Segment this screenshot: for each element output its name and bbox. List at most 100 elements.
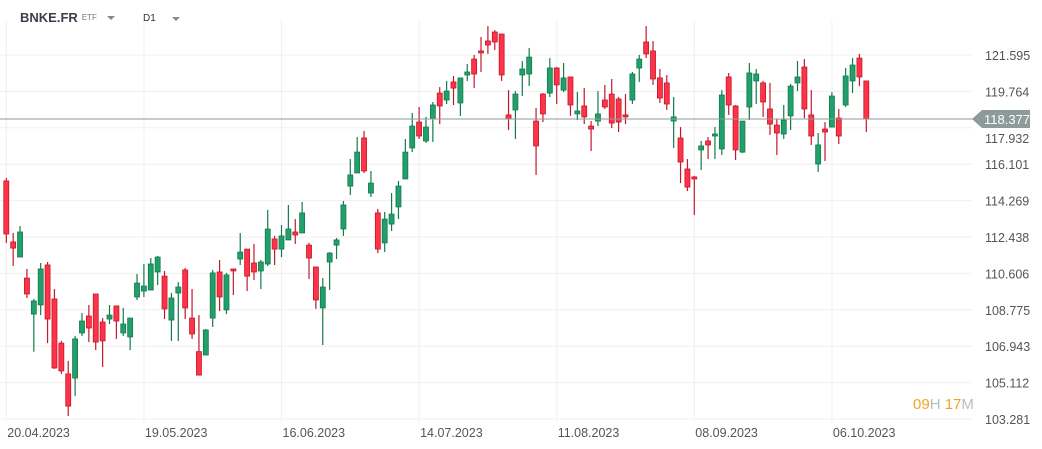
candle-up[interactable] xyxy=(168,297,175,321)
candle-down[interactable] xyxy=(540,93,546,115)
candle-down[interactable] xyxy=(3,180,10,235)
candle-up[interactable] xyxy=(712,133,718,137)
candle-down[interactable] xyxy=(113,305,120,322)
candle-up[interactable] xyxy=(17,231,23,258)
candle-down[interactable] xyxy=(601,99,608,108)
candle-down[interactable] xyxy=(533,120,539,147)
candle-up[interactable] xyxy=(780,119,787,135)
candle-down[interactable] xyxy=(581,105,588,118)
candle-up[interactable] xyxy=(595,113,601,122)
candle-up[interactable] xyxy=(223,274,230,311)
candle-down[interactable] xyxy=(801,66,808,110)
candle-down[interactable] xyxy=(292,231,299,236)
candle-up[interactable] xyxy=(147,263,154,291)
candle-down[interactable] xyxy=(189,317,195,335)
candle-down[interactable] xyxy=(230,268,237,272)
candle-down[interactable] xyxy=(615,98,622,123)
candle-up[interactable] xyxy=(368,182,374,194)
candle-up[interactable] xyxy=(698,145,705,151)
candle-up[interactable] xyxy=(849,64,856,82)
candle-down[interactable] xyxy=(271,238,278,250)
candle-down[interactable] xyxy=(732,105,739,151)
candle-up[interactable] xyxy=(409,125,416,149)
candle-up[interactable] xyxy=(127,317,134,338)
candle-up[interactable] xyxy=(842,75,849,106)
candle-down[interactable] xyxy=(588,125,594,130)
candle-up[interactable] xyxy=(278,235,285,250)
candle-down[interactable] xyxy=(808,114,815,137)
candle-down[interactable] xyxy=(10,241,17,249)
candle-up[interactable] xyxy=(815,144,822,165)
candle-up[interactable] xyxy=(72,338,78,379)
candle-down[interactable] xyxy=(58,342,65,372)
candle-down[interactable] xyxy=(361,137,367,172)
candle-up[interactable] xyxy=(753,73,760,82)
candle-up[interactable] xyxy=(629,73,636,101)
candle-down[interactable] xyxy=(196,351,202,376)
candle-up[interactable] xyxy=(319,286,326,309)
candle-down[interactable] xyxy=(650,50,656,80)
symbol-selector[interactable]: BNKE.FR ETF xyxy=(20,10,115,25)
candle-up[interactable] xyxy=(388,213,395,225)
candle-down[interactable] xyxy=(553,67,560,86)
candle-up[interactable] xyxy=(519,68,526,76)
candle-up[interactable] xyxy=(395,185,402,208)
candle-up[interactable] xyxy=(326,252,333,263)
candle-down[interactable] xyxy=(691,176,698,180)
candle-down[interactable] xyxy=(773,124,780,134)
candle-down[interactable] xyxy=(677,137,684,163)
candle-up[interactable] xyxy=(299,212,306,234)
candle-up[interactable] xyxy=(134,282,140,298)
candle-up[interactable] xyxy=(106,314,113,320)
candle-down[interactable] xyxy=(835,117,842,137)
candle-up[interactable] xyxy=(829,95,835,128)
candle-down[interactable] xyxy=(491,31,498,43)
candle-up[interactable] xyxy=(257,261,264,272)
candle-down[interactable] xyxy=(65,373,72,407)
candle-up[interactable] xyxy=(202,329,209,356)
candle-up[interactable] xyxy=(354,151,361,174)
candle-up[interactable] xyxy=(30,300,37,315)
candle-down[interactable] xyxy=(161,275,168,310)
candle-up[interactable] xyxy=(636,58,643,69)
candle-down[interactable] xyxy=(306,244,312,259)
candle-down[interactable] xyxy=(856,57,863,78)
candle-down[interactable] xyxy=(822,128,828,133)
candle-up[interactable] xyxy=(787,85,794,117)
candle-down[interactable] xyxy=(725,76,732,106)
candle-up[interactable] xyxy=(209,272,216,319)
candle-up[interactable] xyxy=(175,286,182,294)
candle-down[interactable] xyxy=(767,108,773,125)
candle-up[interactable] xyxy=(381,218,388,244)
timeframe-selector[interactable]: D1 xyxy=(143,13,180,24)
candle-up[interactable] xyxy=(429,104,436,120)
candle-up[interactable] xyxy=(794,76,801,84)
candle-down[interactable] xyxy=(92,293,99,343)
candle-up[interactable] xyxy=(120,323,127,334)
candle-down[interactable] xyxy=(251,262,257,273)
candle-down[interactable] xyxy=(484,40,491,46)
candle-down[interactable] xyxy=(99,321,106,342)
candle-up[interactable] xyxy=(264,228,271,265)
candle-down[interactable] xyxy=(450,81,457,89)
candle-up[interactable] xyxy=(546,67,553,94)
candle-up[interactable] xyxy=(402,151,409,180)
candle-down[interactable] xyxy=(684,168,691,188)
candle-down[interactable] xyxy=(622,114,629,118)
candle-down[interactable] xyxy=(478,50,484,54)
candle-down[interactable] xyxy=(498,33,505,76)
candle-up[interactable] xyxy=(347,174,354,187)
candle-up[interactable] xyxy=(237,251,244,260)
candle-down[interactable] xyxy=(216,271,223,298)
candle-up[interactable] xyxy=(739,120,746,153)
candle-down[interactable] xyxy=(567,76,574,106)
candle-down[interactable] xyxy=(657,77,663,99)
candle-down[interactable] xyxy=(643,41,650,55)
candle-up[interactable] xyxy=(333,239,340,246)
candle-up[interactable] xyxy=(457,77,464,104)
candle-down[interactable] xyxy=(374,212,381,250)
candle-down[interactable] xyxy=(24,277,30,295)
candle-up[interactable] xyxy=(423,126,429,142)
candle-down[interactable] xyxy=(705,140,711,146)
